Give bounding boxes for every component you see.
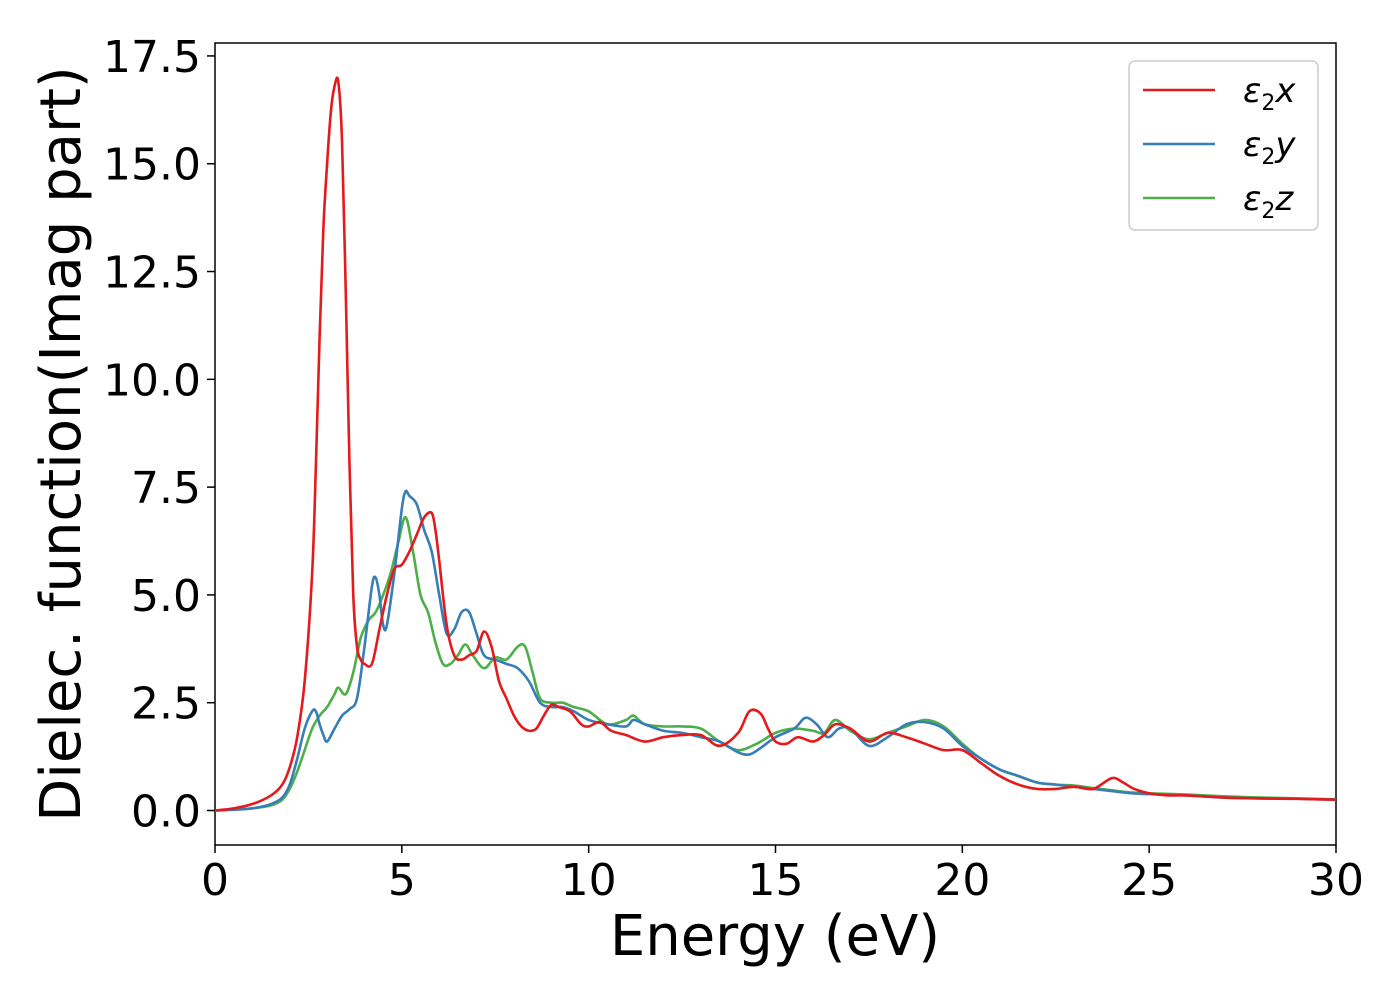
legend-label-y: ε2y — [1243, 125, 1296, 170]
x-tick-label: 20 — [934, 855, 990, 906]
x-tick-label: 25 — [1121, 855, 1177, 906]
x-axis-label: Energy (eV) — [610, 904, 940, 969]
series-line-x — [215, 76, 1336, 812]
x-tick-label: 0 — [201, 855, 229, 906]
legend-label-x: ε2x — [1243, 71, 1296, 116]
x-tick-label: 15 — [748, 855, 804, 906]
x-tick-label: 10 — [561, 855, 617, 906]
y-axis: 0.0 2.5 5.0 7.5 10.0 12.5 15.0 17.5 — [103, 32, 215, 838]
x-tick-label: 5 — [388, 855, 416, 906]
y-tick-label: 10.0 — [103, 355, 201, 406]
series-line-y — [215, 489, 1336, 812]
legend: ε2x ε2y ε2z — [1128, 60, 1319, 231]
y-tick-label: 2.5 — [131, 679, 201, 730]
legend-box — [1128, 60, 1319, 231]
y-tick-label: 15.0 — [103, 140, 201, 191]
y-tick-label: 7.5 — [131, 463, 201, 514]
y-axis-label: Dielec. function(Imag part) — [29, 66, 94, 822]
x-axis: 0 5 10 15 20 25 30 — [201, 845, 1364, 906]
y-tick-label: 17.5 — [103, 32, 201, 83]
y-tick-label: 5.0 — [131, 571, 201, 622]
y-tick-label: 0.0 — [131, 787, 201, 838]
y-tick-label: 12.5 — [103, 248, 201, 299]
series-layer — [215, 76, 1336, 812]
x-tick-label: 30 — [1308, 855, 1364, 906]
legend-label-z: ε2z — [1243, 179, 1294, 224]
